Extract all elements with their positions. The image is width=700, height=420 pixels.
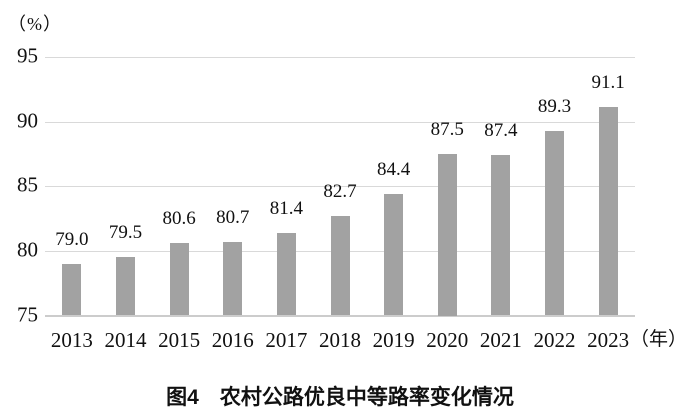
bar-2017 [276,232,296,316]
x-tick-label: 2015 [158,328,201,352]
x-tick-label: 2019 [372,328,415,352]
y-axis-unit-label: （%） [8,14,62,34]
bar-value-label: 91.1 [591,72,625,94]
bar-value-label: 79.5 [108,222,143,244]
y-tick-label: 85 [17,172,38,197]
x-tick-label: 2016 [211,328,254,352]
y-gridline [45,186,635,188]
figure-caption: 图4 农村公路优良中等路率变化情况 [166,386,514,409]
x-tick-label: 2020 [426,328,469,352]
y-tick-label: 95 [17,43,38,68]
x-tick-label: 2017 [265,328,308,352]
bar-value-label: 80.6 [162,208,196,230]
x-axis-unit-label: （年） [630,329,688,350]
bar-value-label: 79.0 [55,228,89,250]
x-tick-label: 2018 [319,328,361,352]
y-gridline [45,314,635,317]
bar-value-label: 80.7 [216,206,250,228]
bar-2013 [62,263,82,316]
bar-value-label: 89.3 [537,95,572,117]
x-tick-label: 2014 [104,328,147,352]
x-tick-label: 2013 [50,328,93,352]
y-tick-label: 75 [17,302,38,327]
y-tick-label: 90 [17,108,38,133]
bar-2019 [384,194,404,316]
bar-2022 [545,130,565,316]
bar-2016 [223,241,243,316]
x-tick-label: 2022 [533,328,576,352]
bar-value-label: 84.4 [377,159,411,180]
bar-2018 [330,215,350,316]
bar-2015 [169,243,189,316]
bar-value-label: 87.4 [484,120,518,142]
bar-2014 [115,257,135,316]
bar-2020 [437,153,457,316]
bar-2021 [491,155,511,316]
bar-2023 [598,107,618,316]
bar-value-label: 87.5 [430,118,464,140]
x-tick-label: 2021 [479,328,522,352]
bar-value-label: 82.7 [323,180,357,202]
y-gridline [45,121,635,123]
y-tick-label: 80 [17,237,38,262]
x-tick-label: 2023 [587,328,630,352]
y-gridline [45,57,635,58]
bar-value-label: 81.4 [269,197,303,219]
